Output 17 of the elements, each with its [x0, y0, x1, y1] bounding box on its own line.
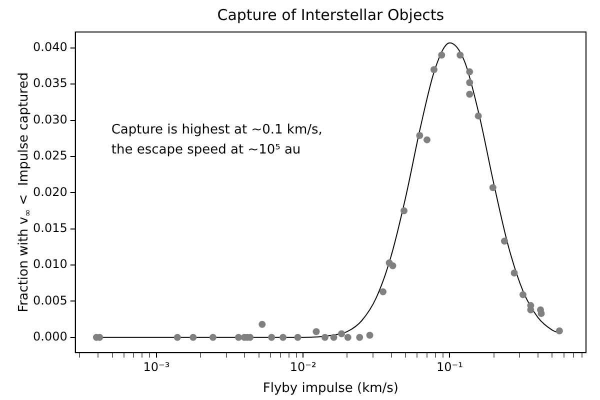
x-tick-label: 10⁻¹: [436, 360, 464, 374]
x-tick-label: 10⁻²: [290, 360, 316, 374]
x-axis-title: Flyby impulse (km/s): [262, 380, 398, 396]
y-tick-label: 0.015: [32, 220, 68, 235]
y-tick-label: 0.010: [32, 257, 68, 272]
chart-title: Capture of Interstellar Objects: [217, 6, 444, 24]
y-tick-label: 0.025: [32, 148, 68, 163]
y-tick-label: 0.020: [32, 184, 68, 199]
annotation: the escape speed at ~10⁵ au: [111, 142, 301, 158]
y-tick-label: 0.030: [32, 112, 68, 126]
y-axis-title: Fraction with v∞ < Impulse captured: [16, 72, 34, 312]
annotation: Capture is highest at ~0.1 km/s,: [111, 122, 322, 138]
y-tick-label: 0.035: [32, 76, 68, 90]
y-tick-label: 0.040: [32, 40, 68, 54]
y-tick-label: 0.005: [32, 293, 68, 308]
x-tick-label: 10⁻³: [143, 360, 170, 374]
y-tick-label: 0.000: [32, 330, 68, 344]
